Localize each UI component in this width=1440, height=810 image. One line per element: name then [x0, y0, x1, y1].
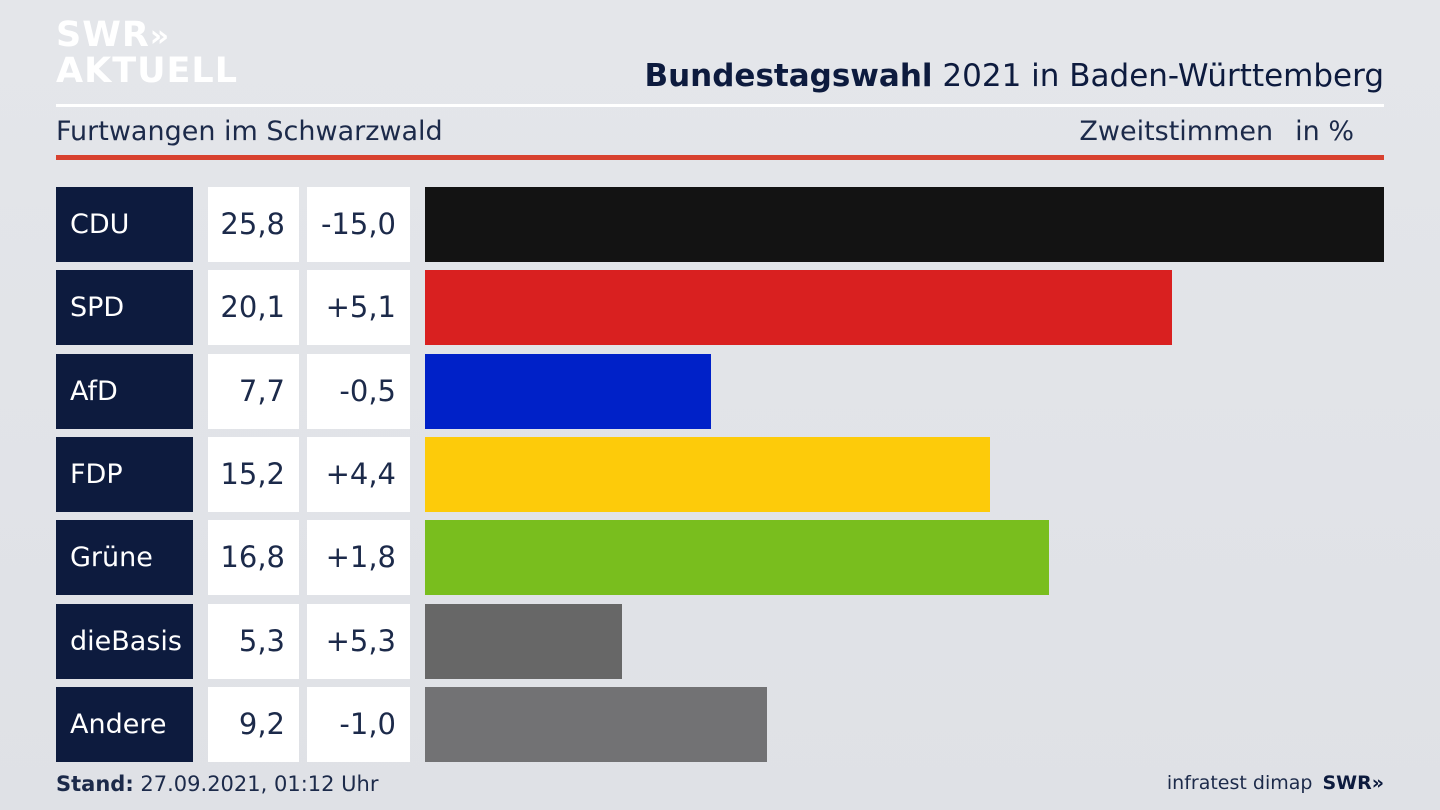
bar — [425, 187, 1384, 262]
bar-row: AfD 7,7 -0,5 — [0, 354, 1440, 429]
value-label: 16,8 — [208, 520, 299, 595]
diff-label: -15,0 — [307, 187, 410, 262]
value-label: 5,3 — [208, 604, 299, 679]
swr-brand: SWR» — [1322, 772, 1384, 794]
diff-label: +4,4 — [307, 437, 410, 512]
bar — [425, 437, 990, 512]
value-label: 25,8 — [208, 187, 299, 262]
source-text: infratest dimap — [1166, 772, 1313, 794]
diff-label: -0,5 — [307, 354, 410, 429]
diff-label: +5,1 — [307, 270, 410, 345]
value-label: 9,2 — [208, 687, 299, 762]
measure-text: Zweitstimmen — [1079, 116, 1274, 147]
brand-arrows-icon: » — [1371, 772, 1384, 794]
chart-title: Bundestagswahl 2021 in Baden-Württemberg — [644, 58, 1384, 94]
title-rest: 2021 in Baden-Württemberg — [932, 58, 1384, 94]
bar — [425, 270, 1172, 345]
logo-arrows-icon: » — [149, 19, 169, 54]
bar-row: CDU 25,8 -15,0 — [0, 187, 1440, 262]
unit-text: in % — [1295, 116, 1354, 147]
party-label: dieBasis — [56, 604, 193, 679]
party-label: SPD — [56, 270, 193, 345]
measure-label: Zweitstimmen in % — [1079, 116, 1354, 147]
bar — [425, 604, 622, 679]
source-credit: infratest dimap SWR» — [1167, 772, 1384, 794]
bar-row: Grüne 16,8 +1,8 — [0, 520, 1440, 595]
logo-aktuell-text: AKTUELL — [56, 51, 239, 91]
value-label: 20,1 — [208, 270, 299, 345]
title-bold: Bundestagswahl — [644, 58, 933, 94]
bar — [425, 520, 1049, 595]
diff-label: -1,0 — [307, 687, 410, 762]
stand-label: Stand: — [56, 772, 134, 796]
subtitle-divider — [56, 155, 1384, 160]
brand-text: SWR — [1322, 772, 1372, 794]
bar-row: dieBasis 5,3 +5,3 — [0, 604, 1440, 679]
value-label: 7,7 — [208, 354, 299, 429]
stand-value: 27.09.2021, 01:12 Uhr — [133, 772, 379, 796]
logo-swr-text: SWR — [56, 15, 150, 55]
swr-aktuell-logo: SWR» AKTUELL — [56, 15, 239, 91]
diff-label: +1,8 — [307, 520, 410, 595]
bar — [425, 687, 767, 762]
value-label: 15,2 — [208, 437, 299, 512]
bar-row: FDP 15,2 +4,4 — [0, 437, 1440, 512]
title-divider — [56, 104, 1384, 107]
diff-label: +5,3 — [307, 604, 410, 679]
party-label: AfD — [56, 354, 193, 429]
party-label: Grüne — [56, 520, 193, 595]
party-label: Andere — [56, 687, 193, 762]
bar-row: Andere 9,2 -1,0 — [0, 687, 1440, 762]
party-label: FDP — [56, 437, 193, 512]
bar-row: SPD 20,1 +5,1 — [0, 270, 1440, 345]
party-label: CDU — [56, 187, 193, 262]
bar — [425, 354, 711, 429]
chart-subtitle: Furtwangen im Schwarzwald — [56, 116, 443, 147]
timestamp: Stand: 27.09.2021, 01:12 Uhr — [56, 772, 379, 796]
